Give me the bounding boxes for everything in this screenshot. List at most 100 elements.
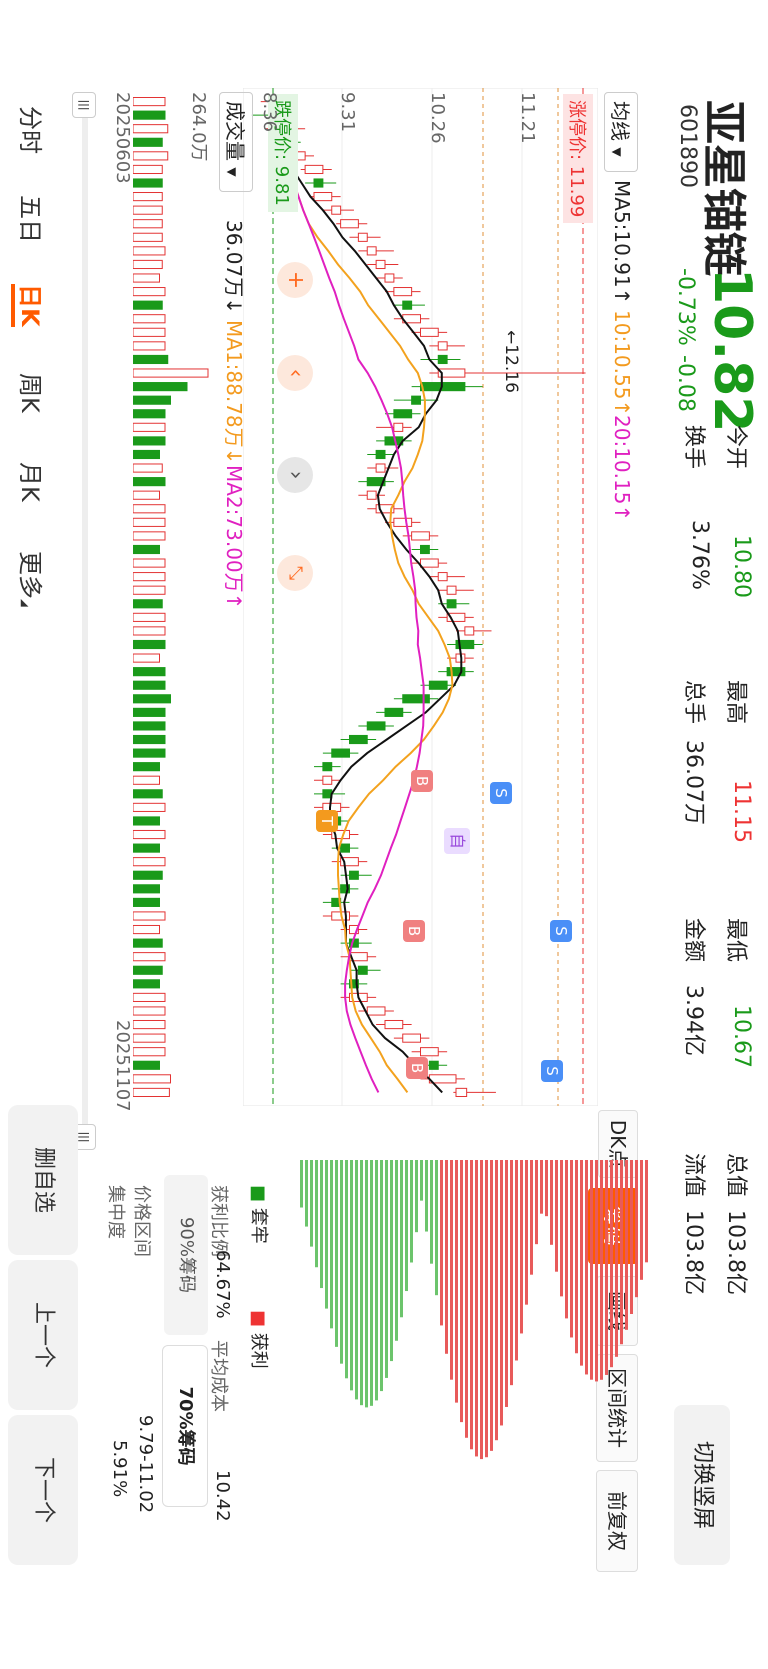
chip-bar (455, 1160, 458, 1403)
chip-distribution-chart (300, 1160, 648, 1460)
buy-signal-marker[interactable]: B (403, 920, 425, 942)
tab-chips-90[interactable]: 90%筹码 (164, 1175, 208, 1335)
remove-watchlist-button[interactable]: 删自选 (8, 1105, 78, 1255)
t-signal-marker[interactable]: T (316, 810, 338, 832)
volume-bar (133, 1047, 166, 1057)
candle (340, 843, 350, 853)
chip-bar (540, 1160, 543, 1214)
chip-bar (565, 1160, 568, 1319)
current-price: 10.82 (702, 268, 762, 433)
sell-signal-marker[interactable]: S (490, 782, 512, 804)
candle (375, 463, 386, 473)
chip-bar (360, 1160, 363, 1406)
scroll-left-button[interactable]: ‹ (277, 355, 313, 391)
chip-bar (515, 1160, 518, 1361)
range-scrollbar[interactable] (82, 92, 88, 1140)
triangle-icon: ◢ (19, 599, 30, 607)
range-handle-left[interactable]: ||| (72, 92, 96, 118)
volume-bar (133, 870, 163, 880)
self-select-marker[interactable]: 自 (444, 828, 470, 854)
chip-bar (585, 1160, 588, 1375)
volume-bar (133, 612, 166, 622)
amount-value: 3.94亿 (681, 985, 706, 1056)
volume-bar (133, 734, 166, 745)
candle (411, 395, 421, 405)
chip-bar (465, 1160, 468, 1438)
volume-bar (133, 422, 166, 432)
volume-bar (133, 572, 166, 582)
candle (420, 558, 439, 568)
previous-button[interactable]: 上一个 (8, 1260, 78, 1410)
chip-bar (450, 1160, 453, 1380)
volume-bar (133, 517, 166, 527)
tab-more[interactable]: 更多◢ (15, 551, 50, 607)
buy-signal-marker[interactable]: B (411, 770, 433, 792)
volume-bar (133, 626, 166, 636)
profit-ratio-label: 获利比例 (208, 1185, 229, 1257)
low-label: 最低 (723, 918, 748, 963)
volume-bar (133, 816, 160, 826)
tab-intraday[interactable]: 分时 (16, 106, 44, 154)
high-value: 11.15 (729, 780, 754, 843)
tab-weekly-k[interactable]: 周K (16, 373, 44, 413)
ma20-line (273, 101, 425, 1093)
ma-selector[interactable]: 均线 ▼ (604, 92, 638, 172)
volume-bar (133, 992, 166, 1002)
tab-monthly-k[interactable]: 月K (16, 462, 44, 502)
collapse-button[interactable]: ⤡ (277, 555, 313, 591)
volume-bar (133, 137, 163, 147)
tab-more-label: 更多 (16, 551, 44, 599)
kline-chart[interactable] (243, 88, 598, 1106)
sell-signal-marker[interactable]: S (541, 1060, 563, 1082)
zoom-in-button[interactable]: + (277, 262, 313, 298)
chip-bar (410, 1160, 413, 1263)
low-value: 10.67 (729, 1005, 754, 1068)
candle (304, 164, 324, 175)
chip-bar (545, 1160, 548, 1217)
chip-bar (505, 1160, 508, 1407)
candle (384, 1019, 404, 1030)
chip-bar (350, 1160, 353, 1391)
chip-bar (385, 1160, 388, 1378)
volume-bar (133, 775, 160, 785)
y-tick: 8.36 (259, 92, 280, 133)
candle (340, 219, 359, 229)
switch-portrait-button[interactable]: 切换竖屏 (674, 1405, 730, 1565)
candle (393, 517, 413, 527)
sell-signal-marker[interactable]: S (550, 920, 572, 942)
chip-bar (550, 1160, 553, 1245)
candle (455, 1087, 468, 1097)
tab-five-day[interactable]: 五日 (16, 195, 44, 243)
chip-bar (425, 1160, 428, 1232)
volume-bar (133, 1087, 170, 1097)
volume-bar (133, 952, 166, 962)
candle (437, 341, 448, 351)
scroll-right-button[interactable]: › (277, 457, 313, 493)
float-value-label: 流值 (681, 1153, 706, 1198)
chip-bar (635, 1160, 638, 1298)
tab-daily-k[interactable]: 日K (11, 284, 50, 327)
chip-bar (480, 1160, 483, 1460)
buy-signal-marker[interactable]: B (406, 1057, 428, 1079)
chip-bar (495, 1160, 498, 1441)
collapse-icon: ⤡ (285, 565, 306, 581)
volume-bar (133, 585, 166, 595)
volume-bar (133, 748, 166, 758)
candle (402, 1033, 421, 1043)
volume-chart[interactable] (133, 88, 253, 1106)
volume-bar (133, 694, 171, 704)
candle (349, 734, 368, 745)
candle (393, 409, 413, 419)
next-button[interactable]: 下一个 (8, 1415, 78, 1565)
chip-bar (345, 1160, 348, 1379)
chip-bar (575, 1160, 578, 1354)
volume-bar (133, 680, 166, 690)
amount-label: 金额 (681, 918, 706, 963)
volume-bar (133, 178, 163, 188)
candle (349, 870, 359, 880)
chip-bar (525, 1160, 528, 1305)
volume-bar (133, 151, 169, 161)
tab-chips-70[interactable]: 70%筹码 (162, 1345, 208, 1507)
legend-trapped: ■ 套牢 (248, 1185, 269, 1244)
candle (428, 680, 448, 690)
